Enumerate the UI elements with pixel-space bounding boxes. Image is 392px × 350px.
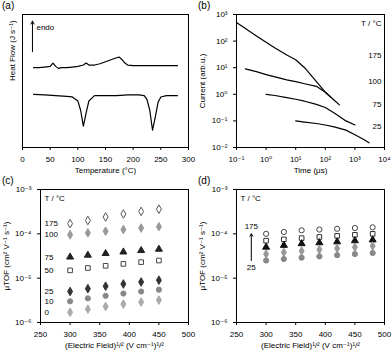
- svg-text:250: 250: [230, 330, 244, 339]
- svg-text:(Electric Field)¹/² (V cm⁻¹)¹/: (Electric Field)¹/² (V cm⁻¹)¹/²: [261, 341, 360, 350]
- svg-text:10³: 10³: [216, 10, 228, 19]
- svg-text:10⁻⁵: 10⁻⁵: [211, 274, 227, 283]
- svg-text:10⁻⁴: 10⁻⁴: [15, 229, 32, 238]
- svg-text:450: 450: [152, 330, 166, 339]
- svg-text:10⁰: 10⁰: [215, 90, 227, 99]
- svg-text:300: 300: [63, 330, 77, 339]
- html-text:(c): (c): [2, 175, 14, 186]
- svg-text:400: 400: [319, 330, 333, 339]
- svg-text:450: 450: [348, 330, 362, 339]
- svg-text:(Electric Field)¹/² (V cm⁻¹)¹/: (Electric Field)¹/² (V cm⁻¹)¹/²: [65, 341, 164, 350]
- svg-text:10⁰: 10⁰: [260, 155, 272, 164]
- svg-text:50: 50: [45, 266, 54, 275]
- svg-text:100: 100: [368, 77, 382, 86]
- svg-text:10⁻³: 10⁻³: [212, 185, 228, 194]
- svg-text:μTOF (cm² V⁻¹ s⁻¹): μTOF (cm² V⁻¹ s⁻¹): [2, 221, 11, 290]
- svg-text:T / °C: T / °C: [45, 194, 66, 203]
- svg-text:200: 200: [126, 155, 140, 164]
- svg-text:500: 500: [182, 330, 196, 339]
- svg-text:100: 100: [45, 230, 59, 239]
- svg-text:0: 0: [45, 308, 50, 317]
- svg-text:10⁻⁶: 10⁻⁶: [15, 318, 31, 327]
- svg-text:10²: 10²: [216, 37, 228, 46]
- svg-text:300: 300: [259, 330, 273, 339]
- svg-text:75: 75: [373, 100, 382, 109]
- svg-text:Heat Flow (J s⁻¹): Heat Flow (J s⁻¹): [8, 20, 17, 81]
- svg-text:500: 500: [378, 330, 392, 339]
- svg-text:10¹: 10¹: [290, 155, 302, 164]
- svg-text:10⁴: 10⁴: [378, 155, 391, 164]
- svg-text:25: 25: [45, 287, 54, 296]
- svg-text:endo: endo: [36, 23, 54, 32]
- svg-text:75: 75: [45, 253, 54, 262]
- html-text:(b): (b): [198, 0, 211, 11]
- svg-text:Time (μs): Time (μs): [294, 166, 328, 175]
- svg-text:10¹: 10¹: [216, 63, 228, 72]
- svg-text:10²: 10²: [320, 155, 332, 164]
- svg-text:50: 50: [46, 155, 55, 164]
- svg-text:μTOF (cm² V⁻¹ s⁻¹): μTOF (cm² V⁻¹ s⁻¹): [198, 221, 207, 290]
- html-text:(d): (d): [198, 175, 211, 186]
- svg-text:350: 350: [93, 330, 107, 339]
- svg-text:10⁻⁴: 10⁻⁴: [211, 229, 228, 238]
- svg-text:350: 350: [289, 330, 303, 339]
- svg-text:10⁻¹: 10⁻¹: [212, 116, 228, 125]
- svg-text:150: 150: [99, 155, 113, 164]
- svg-text:250: 250: [154, 155, 168, 164]
- svg-text:T / °C: T / °C: [361, 19, 382, 28]
- svg-text:400: 400: [123, 330, 137, 339]
- svg-text:10⁻³: 10⁻³: [16, 185, 32, 194]
- svg-text:10³: 10³: [349, 155, 361, 164]
- svg-text:T / °C: T / °C: [241, 194, 262, 203]
- svg-text:175: 175: [245, 222, 259, 231]
- svg-text:0: 0: [20, 155, 25, 164]
- svg-text:175: 175: [368, 51, 382, 60]
- svg-text:Current (arb.u.): Current (arb.u.): [198, 53, 207, 108]
- svg-text:10⁻⁵: 10⁻⁵: [15, 274, 31, 283]
- svg-text:10⁻¹: 10⁻¹: [229, 155, 245, 164]
- svg-text:10⁻²: 10⁻²: [212, 143, 228, 152]
- svg-text:25: 25: [373, 122, 382, 131]
- svg-text:Temperature (°C): Temperature (°C): [75, 166, 137, 175]
- svg-text:250: 250: [34, 330, 48, 339]
- svg-text:300: 300: [182, 155, 196, 164]
- svg-text:175: 175: [45, 219, 59, 228]
- html-text:(a): (a): [2, 0, 15, 11]
- svg-text:25: 25: [247, 263, 256, 272]
- svg-text:10⁻⁶: 10⁻⁶: [211, 318, 227, 327]
- svg-text:10: 10: [45, 297, 54, 306]
- svg-text:100: 100: [71, 155, 85, 164]
